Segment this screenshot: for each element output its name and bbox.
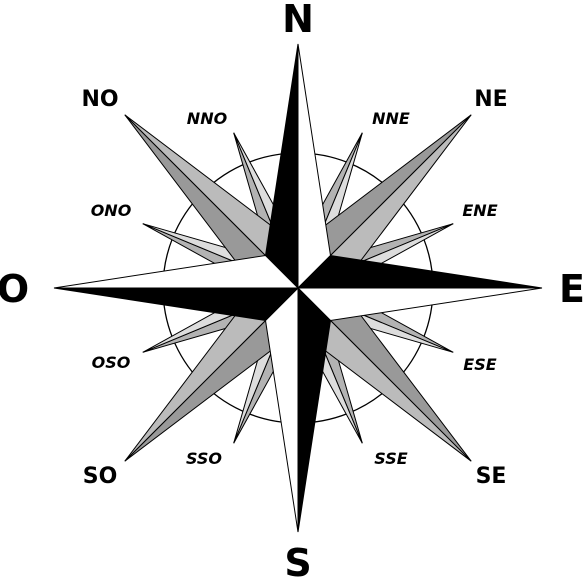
point-south-dark-half [297,286,332,533]
label-ese: ESE [463,355,496,374]
point-west-dark-half [53,287,300,322]
label-sse: SSE [374,449,407,468]
label-ene: ENE [462,201,497,220]
label-west: O [0,267,29,311]
label-sso: SSO [186,449,222,468]
label-southwest: SO [83,464,118,489]
point-west-light-half [53,254,300,289]
point-north-light-half [297,43,332,290]
label-nne: NNE [372,109,410,128]
label-ono: ONO [91,201,132,220]
intercardinal-points [124,114,472,462]
cardinal-points [53,43,543,533]
point-east-dark-half [296,254,543,289]
point-south-light-half [264,286,299,533]
point-north-dark-half [264,43,299,290]
label-southeast: SE [476,464,507,489]
label-oso: OSO [92,353,131,372]
label-nno: NNO [187,109,228,128]
label-north: N [282,0,314,41]
label-south: S [284,541,311,577]
label-northeast: NE [474,87,507,112]
point-east-light-half [296,287,543,322]
label-east: E [559,267,584,311]
label-northwest: NO [81,87,118,112]
